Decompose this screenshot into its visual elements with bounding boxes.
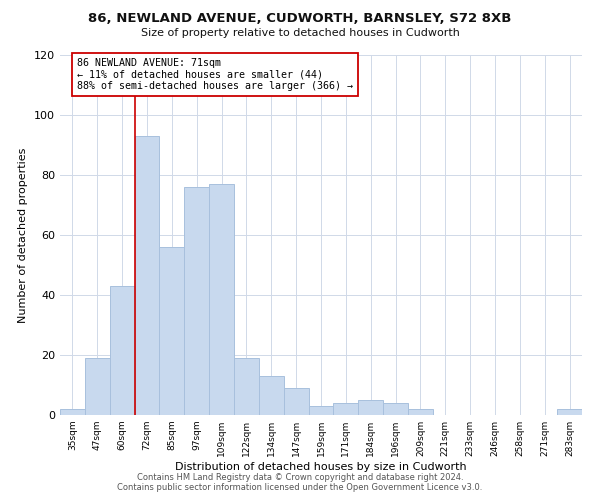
Text: 86, NEWLAND AVENUE, CUDWORTH, BARNSLEY, S72 8XB: 86, NEWLAND AVENUE, CUDWORTH, BARNSLEY, … <box>88 12 512 26</box>
Text: 86 NEWLAND AVENUE: 71sqm
← 11% of detached houses are smaller (44)
88% of semi-d: 86 NEWLAND AVENUE: 71sqm ← 11% of detach… <box>77 58 353 91</box>
Bar <box>60 409 85 415</box>
Bar <box>557 409 582 415</box>
X-axis label: Distribution of detached houses by size in Cudworth: Distribution of detached houses by size … <box>175 462 467 472</box>
Bar <box>184 187 209 415</box>
Bar <box>234 358 259 415</box>
Bar <box>110 286 134 415</box>
Bar <box>383 403 408 415</box>
Bar <box>284 388 308 415</box>
Text: Size of property relative to detached houses in Cudworth: Size of property relative to detached ho… <box>140 28 460 38</box>
Bar <box>85 358 110 415</box>
Bar <box>334 403 358 415</box>
Bar <box>358 400 383 415</box>
Bar <box>408 409 433 415</box>
Text: Contains HM Land Registry data © Crown copyright and database right 2024.
Contai: Contains HM Land Registry data © Crown c… <box>118 473 482 492</box>
Bar <box>134 136 160 415</box>
Bar <box>209 184 234 415</box>
Bar <box>259 376 284 415</box>
Y-axis label: Number of detached properties: Number of detached properties <box>19 148 28 322</box>
Bar <box>160 247 184 415</box>
Bar <box>308 406 334 415</box>
